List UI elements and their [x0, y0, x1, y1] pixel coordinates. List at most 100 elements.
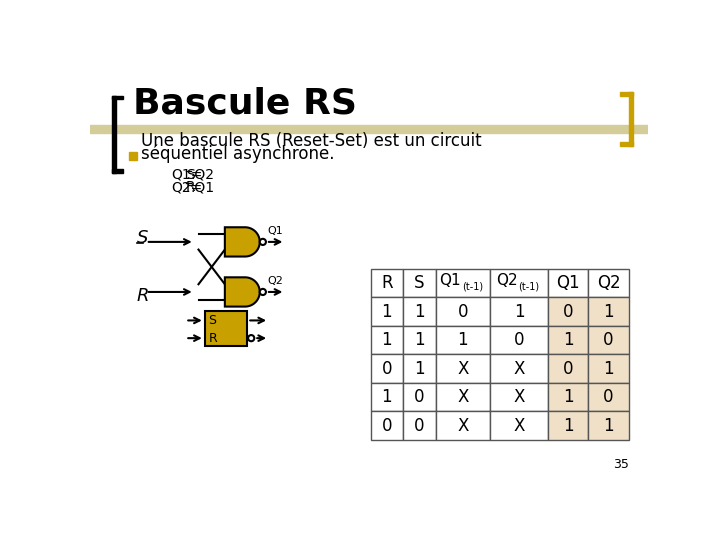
Text: R: R	[381, 274, 392, 292]
Text: 0: 0	[563, 360, 573, 377]
Text: 0: 0	[382, 416, 392, 435]
Bar	[371, 354, 403, 383]
Text: 1: 1	[414, 360, 425, 377]
Bar	[588, 326, 629, 354]
Text: 1: 1	[382, 302, 392, 321]
Text: X: X	[513, 360, 525, 377]
Text: 1: 1	[603, 302, 613, 321]
Text: S: S	[137, 229, 148, 247]
PathPatch shape	[225, 227, 260, 256]
Text: X: X	[513, 388, 525, 406]
Text: 1: 1	[513, 302, 524, 321]
Text: Q2: Q2	[597, 274, 621, 292]
Bar	[403, 269, 436, 298]
Text: 0: 0	[382, 360, 392, 377]
Text: Bascule RS: Bascule RS	[132, 86, 356, 120]
Text: X: X	[457, 416, 469, 435]
PathPatch shape	[225, 278, 260, 307]
Text: .Q1: .Q1	[191, 180, 215, 194]
Circle shape	[260, 289, 266, 295]
Text: Q1: Q1	[267, 226, 283, 236]
Text: 1: 1	[603, 360, 613, 377]
Text: séquentiel asynchrone.: séquentiel asynchrone.	[141, 144, 335, 163]
Bar	[403, 383, 436, 411]
Bar	[548, 411, 588, 440]
Circle shape	[260, 239, 266, 245]
Bar	[588, 269, 629, 298]
Bar	[371, 383, 403, 411]
Bar	[436, 269, 490, 298]
Bar	[490, 298, 548, 326]
Text: 1: 1	[563, 388, 574, 406]
Text: 0: 0	[457, 302, 468, 321]
Bar	[588, 298, 629, 326]
Bar	[436, 383, 490, 411]
Bar	[403, 298, 436, 326]
Bar	[371, 326, 403, 354]
Bar	[112, 96, 116, 173]
Circle shape	[248, 335, 254, 341]
Bar	[436, 326, 490, 354]
Bar	[403, 411, 436, 440]
Bar	[620, 92, 632, 96]
Text: (t-1): (t-1)	[518, 281, 539, 291]
Text: (t-1): (t-1)	[462, 281, 483, 291]
Bar	[490, 354, 548, 383]
Bar	[620, 142, 632, 146]
Bar	[490, 383, 548, 411]
Bar	[588, 383, 629, 411]
Text: Q2=: Q2=	[171, 180, 202, 194]
Text: S: S	[209, 314, 217, 327]
Text: 35: 35	[613, 458, 629, 471]
Bar	[548, 326, 588, 354]
Text: Q1: Q1	[440, 273, 462, 288]
Bar	[436, 298, 490, 326]
Text: 0: 0	[513, 331, 524, 349]
Bar	[490, 411, 548, 440]
Bar	[403, 354, 436, 383]
Text: R: R	[209, 332, 217, 345]
Text: 0: 0	[414, 416, 425, 435]
Text: 0: 0	[414, 388, 425, 406]
Bar	[112, 168, 122, 173]
Bar	[371, 411, 403, 440]
Text: R: R	[137, 287, 149, 305]
Bar	[548, 354, 588, 383]
Text: X: X	[457, 388, 469, 406]
Text: 0: 0	[603, 388, 613, 406]
Text: Une bascule RS (Reset-Set) est un circuit: Une bascule RS (Reset-Set) est un circui…	[141, 132, 482, 150]
Text: Q1=: Q1=	[171, 168, 203, 182]
Bar	[90, 125, 648, 132]
Text: 1: 1	[457, 331, 468, 349]
Text: .Q2: .Q2	[191, 168, 215, 182]
Bar	[588, 354, 629, 383]
Text: 1: 1	[414, 331, 425, 349]
Bar	[588, 411, 629, 440]
Bar	[403, 326, 436, 354]
Text: 0: 0	[563, 302, 573, 321]
Text: 1: 1	[382, 331, 392, 349]
Text: X: X	[457, 360, 469, 377]
Text: X: X	[513, 416, 525, 435]
Bar	[204, 311, 248, 346]
Text: Q2: Q2	[496, 273, 518, 288]
Text: 1: 1	[563, 416, 574, 435]
Text: 1: 1	[603, 416, 613, 435]
Bar	[548, 298, 588, 326]
Text: Q2: Q2	[267, 276, 284, 286]
Bar	[629, 92, 632, 146]
Bar	[129, 152, 137, 159]
Bar	[371, 298, 403, 326]
Bar	[490, 269, 548, 298]
Bar	[436, 354, 490, 383]
Text: 0: 0	[603, 331, 613, 349]
Text: Q1: Q1	[557, 274, 580, 292]
Bar	[548, 269, 588, 298]
Bar	[436, 411, 490, 440]
Bar	[371, 269, 403, 298]
Text: 1: 1	[563, 331, 574, 349]
Bar	[490, 326, 548, 354]
Bar	[112, 96, 122, 99]
Text: S: S	[186, 168, 194, 182]
Text: 1: 1	[382, 388, 392, 406]
